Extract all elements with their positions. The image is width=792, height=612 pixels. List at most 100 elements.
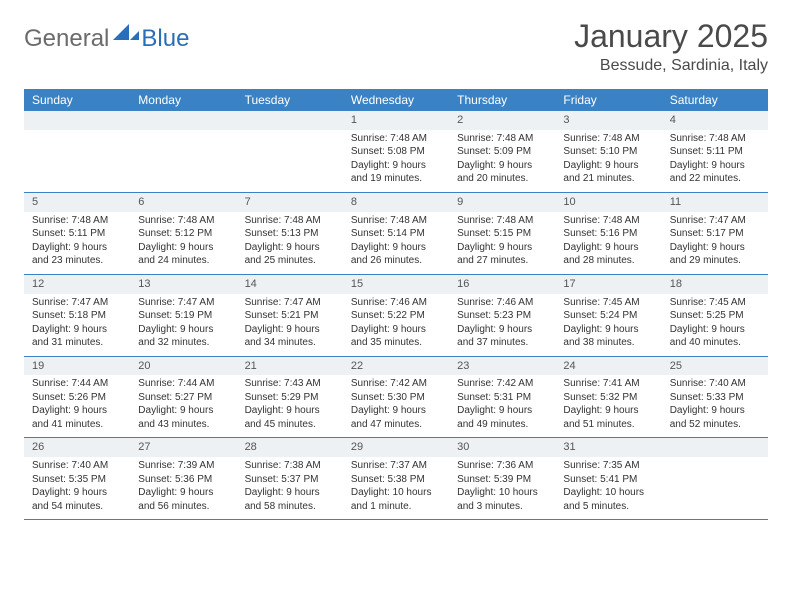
sunrise-text: Sunrise: 7:48 AM xyxy=(670,132,760,146)
calendar-cell: 30 Sunrise: 7:36 AMSunset: 5:39 PMDayligh… xyxy=(449,438,555,519)
day-number xyxy=(237,111,343,130)
sunrise-text: Sunrise: 7:47 AM xyxy=(245,296,335,310)
sunset-text: Sunset: 5:33 PM xyxy=(670,391,760,405)
sunset-text: Sunset: 5:26 PM xyxy=(32,391,122,405)
day-number: 2 xyxy=(449,111,555,130)
daylight-text-1: Daylight: 9 hours xyxy=(32,323,122,337)
calendar-body: 1 Sunrise: 7:48 AMSunset: 5:08 PMDaylight… xyxy=(24,111,768,520)
sunrise-text: Sunrise: 7:44 AM xyxy=(32,377,122,391)
calendar-cell: 16Sunrise: 7:46 AMSunset: 5:23 PMDayligh… xyxy=(449,275,555,356)
day-number: 27 xyxy=(130,438,236,457)
daylight-text-1: Daylight: 9 hours xyxy=(138,241,228,255)
day-info: Sunrise: 7:44 AMSunset: 5:26 PMDaylight:… xyxy=(24,377,130,437)
daylight-text-1: Daylight: 9 hours xyxy=(670,404,760,418)
day-info: Sunrise: 7:48 AMSunset: 5:09 PMDaylight:… xyxy=(449,132,555,192)
page-header: General Blue January 2025 Bessude, Sardi… xyxy=(24,18,768,75)
sunrise-text: Sunrise: 7:39 AM xyxy=(138,459,228,473)
day-number: 5 xyxy=(24,193,130,212)
daylight-text-2: and 34 minutes. xyxy=(245,336,335,350)
daylight-text-2: and 49 minutes. xyxy=(457,418,547,432)
daylight-text-2: and 38 minutes. xyxy=(563,336,653,350)
daylight-text-1: Daylight: 9 hours xyxy=(32,404,122,418)
sunrise-text: Sunrise: 7:36 AM xyxy=(457,459,547,473)
daylight-text-2: and 45 minutes. xyxy=(245,418,335,432)
day-number: 1 xyxy=(343,111,449,130)
daylight-text-2: and 51 minutes. xyxy=(563,418,653,432)
calendar-cell: 22Sunrise: 7:42 AMSunset: 5:30 PMDayligh… xyxy=(343,357,449,438)
daylight-text-1: Daylight: 9 hours xyxy=(351,159,441,173)
day-info: Sunrise: 7:48 AMSunset: 5:14 PMDaylight:… xyxy=(343,214,449,274)
sunrise-text: Sunrise: 7:46 AM xyxy=(351,296,441,310)
day-number: 30 xyxy=(449,438,555,457)
sunset-text: Sunset: 5:38 PM xyxy=(351,473,441,487)
sunrise-text: Sunrise: 7:48 AM xyxy=(351,214,441,228)
sunset-text: Sunset: 5:14 PM xyxy=(351,227,441,241)
sunrise-text: Sunrise: 7:41 AM xyxy=(563,377,653,391)
calendar-week: 5 Sunrise: 7:48 AMSunset: 5:11 PMDaylight… xyxy=(24,193,768,275)
calendar-week: 12Sunrise: 7:47 AMSunset: 5:18 PMDayligh… xyxy=(24,275,768,357)
calendar-cell: 25Sunrise: 7:40 AMSunset: 5:33 PMDayligh… xyxy=(662,357,768,438)
daylight-text-2: and 52 minutes. xyxy=(670,418,760,432)
daylight-text-1: Daylight: 9 hours xyxy=(32,241,122,255)
daylight-text-1: Daylight: 9 hours xyxy=(351,241,441,255)
day-number: 13 xyxy=(130,275,236,294)
day-info: Sunrise: 7:48 AMSunset: 5:12 PMDaylight:… xyxy=(130,214,236,274)
calendar-cell: 9Sunrise: 7:48 AMSunset: 5:15 PMDaylight… xyxy=(449,193,555,274)
sunset-text: Sunset: 5:39 PM xyxy=(457,473,547,487)
day-info: Sunrise: 7:38 AMSunset: 5:37 PMDaylight:… xyxy=(237,459,343,519)
day-info: Sunrise: 7:37 AMSunset: 5:38 PMDaylight:… xyxy=(343,459,449,519)
sunset-text: Sunset: 5:18 PM xyxy=(32,309,122,323)
day-info: Sunrise: 7:48 AMSunset: 5:08 PMDaylight:… xyxy=(343,132,449,192)
day-number: 3 xyxy=(555,111,661,130)
daylight-text-1: Daylight: 9 hours xyxy=(670,159,760,173)
day-info: Sunrise: 7:42 AMSunset: 5:30 PMDaylight:… xyxy=(343,377,449,437)
daylight-text-1: Daylight: 9 hours xyxy=(670,323,760,337)
sunset-text: Sunset: 5:10 PM xyxy=(563,145,653,159)
day-header-row: SundayMondayTuesdayWednesdayThursdayFrid… xyxy=(24,89,768,111)
calendar-cell: 15Sunrise: 7:46 AMSunset: 5:22 PMDayligh… xyxy=(343,275,449,356)
calendar-cell: 6Sunrise: 7:48 AMSunset: 5:12 PMDaylight… xyxy=(130,193,236,274)
calendar: SundayMondayTuesdayWednesdayThursdayFrid… xyxy=(24,89,768,520)
brand-logo: General Blue xyxy=(24,24,189,53)
sunset-text: Sunset: 5:36 PM xyxy=(138,473,228,487)
sunset-text: Sunset: 5:11 PM xyxy=(670,145,760,159)
day-info: Sunrise: 7:48 AMSunset: 5:11 PMDaylight:… xyxy=(24,214,130,274)
day-number: 18 xyxy=(662,275,768,294)
day-header-cell: Sunday xyxy=(24,89,130,111)
sunrise-text: Sunrise: 7:37 AM xyxy=(351,459,441,473)
day-number: 9 xyxy=(449,193,555,212)
day-number: 29 xyxy=(343,438,449,457)
daylight-text-2: and 27 minutes. xyxy=(457,254,547,268)
location-text: Bessude, Sardinia, Italy xyxy=(574,57,768,75)
sunset-text: Sunset: 5:15 PM xyxy=(457,227,547,241)
day-info: Sunrise: 7:48 AMSunset: 5:10 PMDaylight:… xyxy=(555,132,661,192)
sunrise-text: Sunrise: 7:48 AM xyxy=(351,132,441,146)
daylight-text-1: Daylight: 10 hours xyxy=(457,486,547,500)
daylight-text-2: and 26 minutes. xyxy=(351,254,441,268)
daylight-text-2: and 41 minutes. xyxy=(32,418,122,432)
sunset-text: Sunset: 5:19 PM xyxy=(138,309,228,323)
sunset-text: Sunset: 5:13 PM xyxy=(245,227,335,241)
daylight-text-1: Daylight: 9 hours xyxy=(670,241,760,255)
daylight-text-2: and 25 minutes. xyxy=(245,254,335,268)
daylight-text-1: Daylight: 9 hours xyxy=(138,404,228,418)
sunset-text: Sunset: 5:16 PM xyxy=(563,227,653,241)
calendar-cell xyxy=(237,111,343,192)
day-info: Sunrise: 7:43 AMSunset: 5:29 PMDaylight:… xyxy=(237,377,343,437)
day-number: 15 xyxy=(343,275,449,294)
calendar-cell: 2 Sunrise: 7:48 AMSunset: 5:09 PMDaylight… xyxy=(449,111,555,192)
day-info: Sunrise: 7:39 AMSunset: 5:36 PMDaylight:… xyxy=(130,459,236,519)
sunset-text: Sunset: 5:21 PM xyxy=(245,309,335,323)
day-info: Sunrise: 7:36 AMSunset: 5:39 PMDaylight:… xyxy=(449,459,555,519)
brand-triangle-icon xyxy=(113,24,139,45)
day-number: 25 xyxy=(662,357,768,376)
daylight-text-1: Daylight: 9 hours xyxy=(457,241,547,255)
calendar-cell: 8Sunrise: 7:48 AMSunset: 5:14 PMDaylight… xyxy=(343,193,449,274)
day-info: Sunrise: 7:48 AMSunset: 5:11 PMDaylight:… xyxy=(662,132,768,192)
calendar-cell: 7Sunrise: 7:48 AMSunset: 5:13 PMDaylight… xyxy=(237,193,343,274)
sunrise-text: Sunrise: 7:40 AM xyxy=(32,459,122,473)
day-info: Sunrise: 7:48 AMSunset: 5:13 PMDaylight:… xyxy=(237,214,343,274)
calendar-cell: 17Sunrise: 7:45 AMSunset: 5:24 PMDayligh… xyxy=(555,275,661,356)
day-header-cell: Saturday xyxy=(662,89,768,111)
sunrise-text: Sunrise: 7:43 AM xyxy=(245,377,335,391)
